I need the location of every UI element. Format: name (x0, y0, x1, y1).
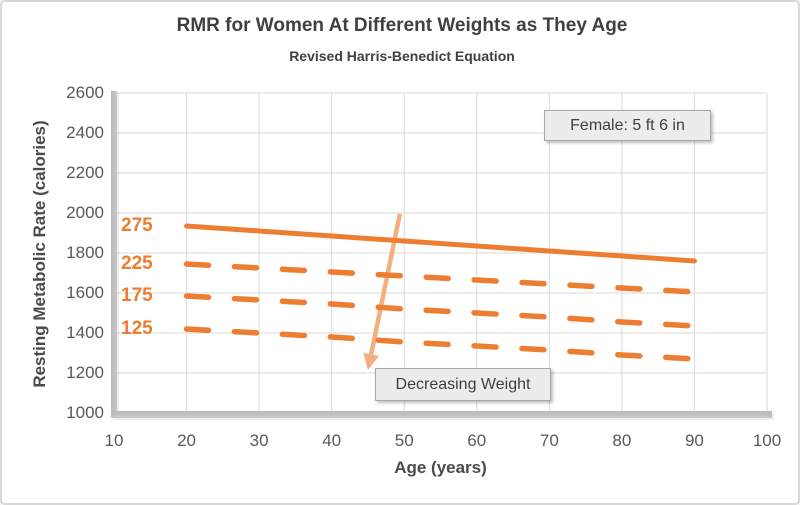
x-axis-title: Age (years) (394, 458, 487, 477)
x-tick-label-20: 20 (177, 431, 196, 450)
y-axis-bar (111, 91, 117, 413)
y-tick-label-1600: 1600 (66, 283, 104, 302)
x-tick-label-80: 80 (612, 431, 632, 450)
y-tick-label-1400: 1400 (66, 323, 104, 342)
x-axis-bar (111, 411, 772, 418)
series-line-125 (183, 326, 698, 362)
x-tick-label-90: 90 (684, 431, 704, 450)
series-line-175 (183, 293, 698, 329)
series-label-175: 175 (121, 285, 153, 306)
series-label-225: 225 (121, 253, 153, 274)
height-annotation-box: Female: 5 ft 6 in (544, 110, 711, 141)
series-label-275: 275 (121, 215, 153, 236)
y-tick-label-2400: 2400 (66, 123, 104, 142)
x-tick-label-100: 100 (752, 431, 782, 450)
chart-title: RMR for Women At Different Weights as Th… (176, 15, 628, 36)
x-tick-label-30: 30 (249, 431, 269, 450)
series-line-225 (183, 261, 698, 295)
plot-area (114, 92, 768, 413)
x-tick-label-70: 70 (539, 431, 559, 450)
y-tick-label-1000: 1000 (66, 403, 104, 422)
x-tick-label-50: 50 (394, 431, 414, 450)
decreasing-weight-arrow-head (363, 352, 379, 370)
y-tick-label-2200: 2200 (66, 163, 104, 182)
decreasing-weight-arrow-shaft (368, 213, 403, 355)
y-tick-label-1800: 1800 (66, 243, 104, 262)
chart-subtitle: Revised Harris-Benedict Equation (289, 48, 515, 64)
x-tick-label-10: 10 (104, 431, 124, 450)
x-tick-label-40: 40 (322, 431, 342, 450)
series-line-275 (184, 223, 697, 264)
y-tick-label-2000: 2000 (66, 203, 104, 222)
y-tick-label-1200: 1200 (66, 363, 104, 382)
series-label-125: 125 (121, 318, 153, 339)
x-tick-label-60: 60 (467, 431, 487, 450)
chart-canvas (114, 92, 768, 413)
y-tick-label-2600: 2600 (66, 83, 104, 102)
weight-annotation-box: Decreasing Weight (375, 368, 551, 401)
